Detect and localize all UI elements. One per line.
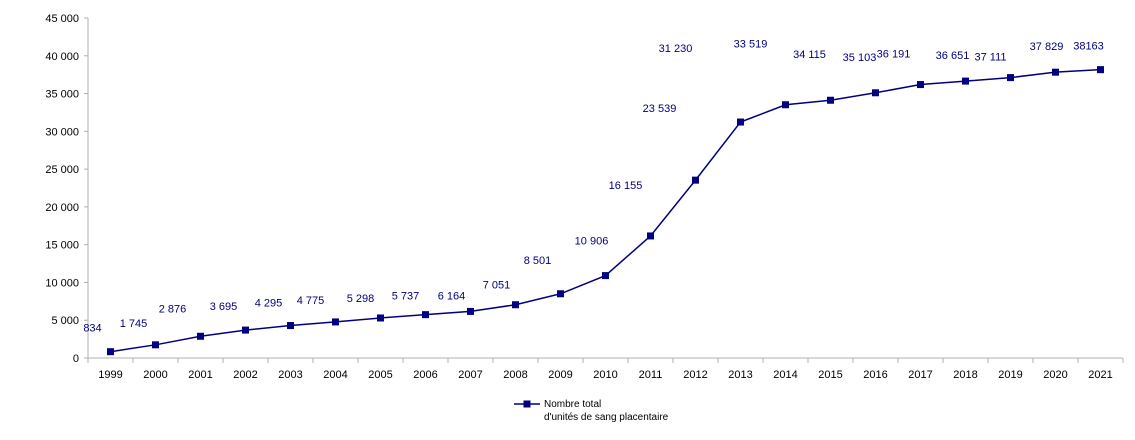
data-label: 16 155 <box>609 180 643 192</box>
x-tick-label: 2018 <box>953 369 977 381</box>
y-tick-label: 45 000 <box>45 13 79 25</box>
x-tick-label: 2006 <box>413 369 437 381</box>
legend-label: d'unités de sang placentaire <box>544 412 669 423</box>
x-tick-label: 2004 <box>323 369 347 381</box>
data-label: 7 051 <box>483 280 511 292</box>
y-tick-label: 10 000 <box>45 277 79 289</box>
data-point-marker <box>512 301 519 309</box>
x-tick-label: 2017 <box>908 369 932 381</box>
data-point-marker <box>1097 66 1104 74</box>
y-tick-label: 35 000 <box>45 89 79 101</box>
x-tick-label: 2013 <box>728 369 752 381</box>
data-point-marker <box>557 290 564 298</box>
data-point-marker <box>1052 68 1059 76</box>
series-group <box>107 66 1104 356</box>
x-tick-label: 2008 <box>503 369 527 381</box>
data-labels-group: 834 1 745 2 876 3 695 4 295 4 775 5 298 5 737 6 … <box>83 39 1103 335</box>
data-point-marker <box>107 348 114 356</box>
x-tick-label: 2003 <box>278 369 302 381</box>
data-label: 37 829 <box>1030 41 1064 53</box>
data-point-marker <box>602 272 609 280</box>
y-tick-label: 20 000 <box>45 202 79 214</box>
data-point-marker <box>152 341 159 349</box>
data-point-marker <box>872 89 879 97</box>
data-label: 834 <box>83 323 101 335</box>
legend-marker <box>523 400 531 408</box>
data-label: 2 876 <box>159 303 187 315</box>
x-tick-label: 2005 <box>368 369 392 381</box>
x-tick-label: 1999 <box>98 369 122 381</box>
data-point-marker <box>917 81 924 89</box>
x-tick-label: 2000 <box>143 369 167 381</box>
x-tick-label: 2020 <box>1043 369 1067 381</box>
data-label: 34 115 <box>793 49 826 61</box>
data-label: 4 295 <box>255 298 283 310</box>
x-tick-label: 2011 <box>639 369 663 381</box>
data-point-marker <box>422 311 429 319</box>
data-label: 10 906 <box>575 236 609 248</box>
data-point-marker <box>1007 74 1014 82</box>
data-label: 35 103 <box>843 52 877 64</box>
data-label: 37 111 <box>974 52 1006 64</box>
data-label: 33 519 <box>734 39 768 51</box>
data-point-marker <box>782 101 789 109</box>
data-point-marker <box>962 77 969 85</box>
data-point-marker <box>197 332 204 340</box>
legend-label: Nombre total <box>544 399 601 410</box>
data-point-marker <box>287 322 294 330</box>
data-point-marker <box>692 176 699 184</box>
data-label: 4 775 <box>297 295 325 307</box>
data-label: 31 230 <box>659 43 693 55</box>
data-label: 36 651 <box>936 50 970 62</box>
data-point-marker <box>242 326 249 334</box>
y-tick-label: 15 000 <box>45 240 79 252</box>
data-label: 8 501 <box>524 255 552 267</box>
data-point-marker <box>737 118 744 126</box>
x-tick-label: 2012 <box>683 369 707 381</box>
data-label: 5 298 <box>347 293 375 305</box>
data-label: 3 695 <box>210 301 238 313</box>
data-point-marker <box>467 307 474 315</box>
y-tick-label: 5 000 <box>51 315 79 327</box>
x-tick-label: 2009 <box>548 369 572 381</box>
x-tick-label: 2001 <box>188 369 212 381</box>
x-tick-label: 2021 <box>1088 369 1112 381</box>
x-tick-label: 2015 <box>818 369 842 381</box>
legend: Nombre total d'unités de sang placentaire <box>514 399 669 423</box>
y-tick-label: 25 000 <box>45 164 79 176</box>
x-tick-label: 2016 <box>863 369 887 381</box>
data-point-marker <box>827 96 834 104</box>
axes: 0 5 000 10 000 15 000 20 000 25 000 30 000 35 0… <box>45 13 1124 381</box>
x-tick-label: 2019 <box>998 369 1022 381</box>
data-point-marker <box>377 314 384 322</box>
data-point-marker <box>647 232 654 240</box>
data-point-marker <box>332 318 339 326</box>
data-label: 6 164 <box>438 290 466 302</box>
x-tick-label: 2007 <box>458 369 482 381</box>
x-tick-label: 2010 <box>593 369 617 381</box>
x-tick-label: 2014 <box>773 369 797 381</box>
data-label: 23 539 <box>643 103 677 115</box>
y-tick-label: 40 000 <box>45 51 79 63</box>
data-label: 38163 <box>1073 41 1104 53</box>
y-tick-label: 30 000 <box>45 126 79 138</box>
data-label: 1 745 <box>120 318 148 330</box>
x-tick-label: 2002 <box>233 369 257 381</box>
data-label: 36 191 <box>877 49 911 61</box>
data-label: 5 737 <box>392 291 420 303</box>
y-tick-label: 0 <box>73 353 79 365</box>
